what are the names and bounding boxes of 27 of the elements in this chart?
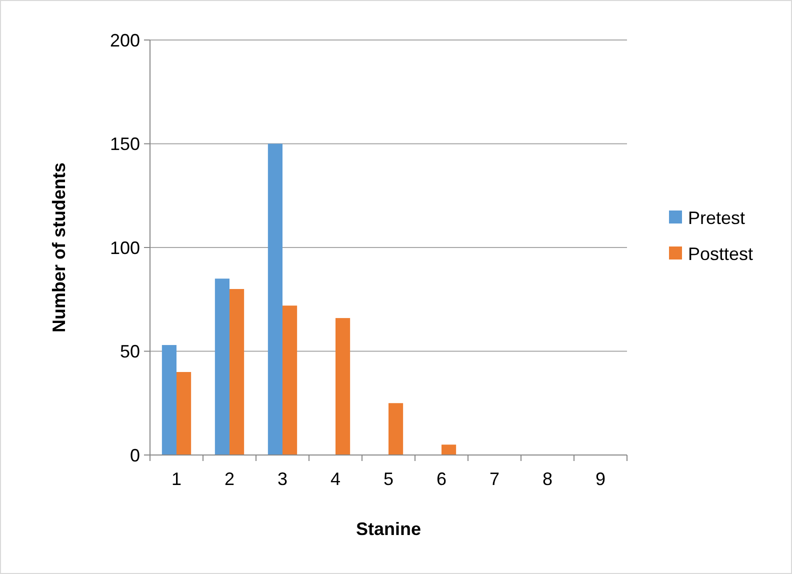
y-tick-label: 0: [130, 445, 140, 466]
x-tick-label: 5: [383, 469, 394, 489]
y-tick-label: 200: [110, 30, 140, 50]
legend-label: Posttest: [688, 244, 754, 264]
x-tick-label: 8: [542, 469, 553, 489]
x-tick-label: 1: [171, 469, 182, 489]
x-tick-label: 9: [595, 469, 606, 489]
bar: [162, 345, 176, 455]
bar: [268, 144, 282, 455]
bar: [230, 289, 244, 455]
bar: [442, 444, 456, 455]
bar: [336, 318, 350, 455]
bar: [282, 306, 298, 455]
x-tick-label: 7: [489, 469, 500, 489]
y-tick-label: 150: [110, 134, 140, 154]
x-tick-label: 2: [224, 469, 235, 489]
x-tick-label: 6: [436, 469, 447, 489]
x-tick-label: 3: [277, 469, 288, 489]
y-tick-label: 50: [120, 342, 140, 362]
bar: [388, 403, 404, 455]
bar: [176, 372, 192, 455]
y-tick-label: 100: [110, 238, 140, 258]
legend-label: Pretest: [688, 208, 746, 228]
x-tick-label: 4: [330, 469, 341, 489]
bar: [214, 278, 230, 455]
y-axis-title: Number of students: [49, 162, 69, 333]
x-axis-title: Stanine: [356, 519, 422, 539]
